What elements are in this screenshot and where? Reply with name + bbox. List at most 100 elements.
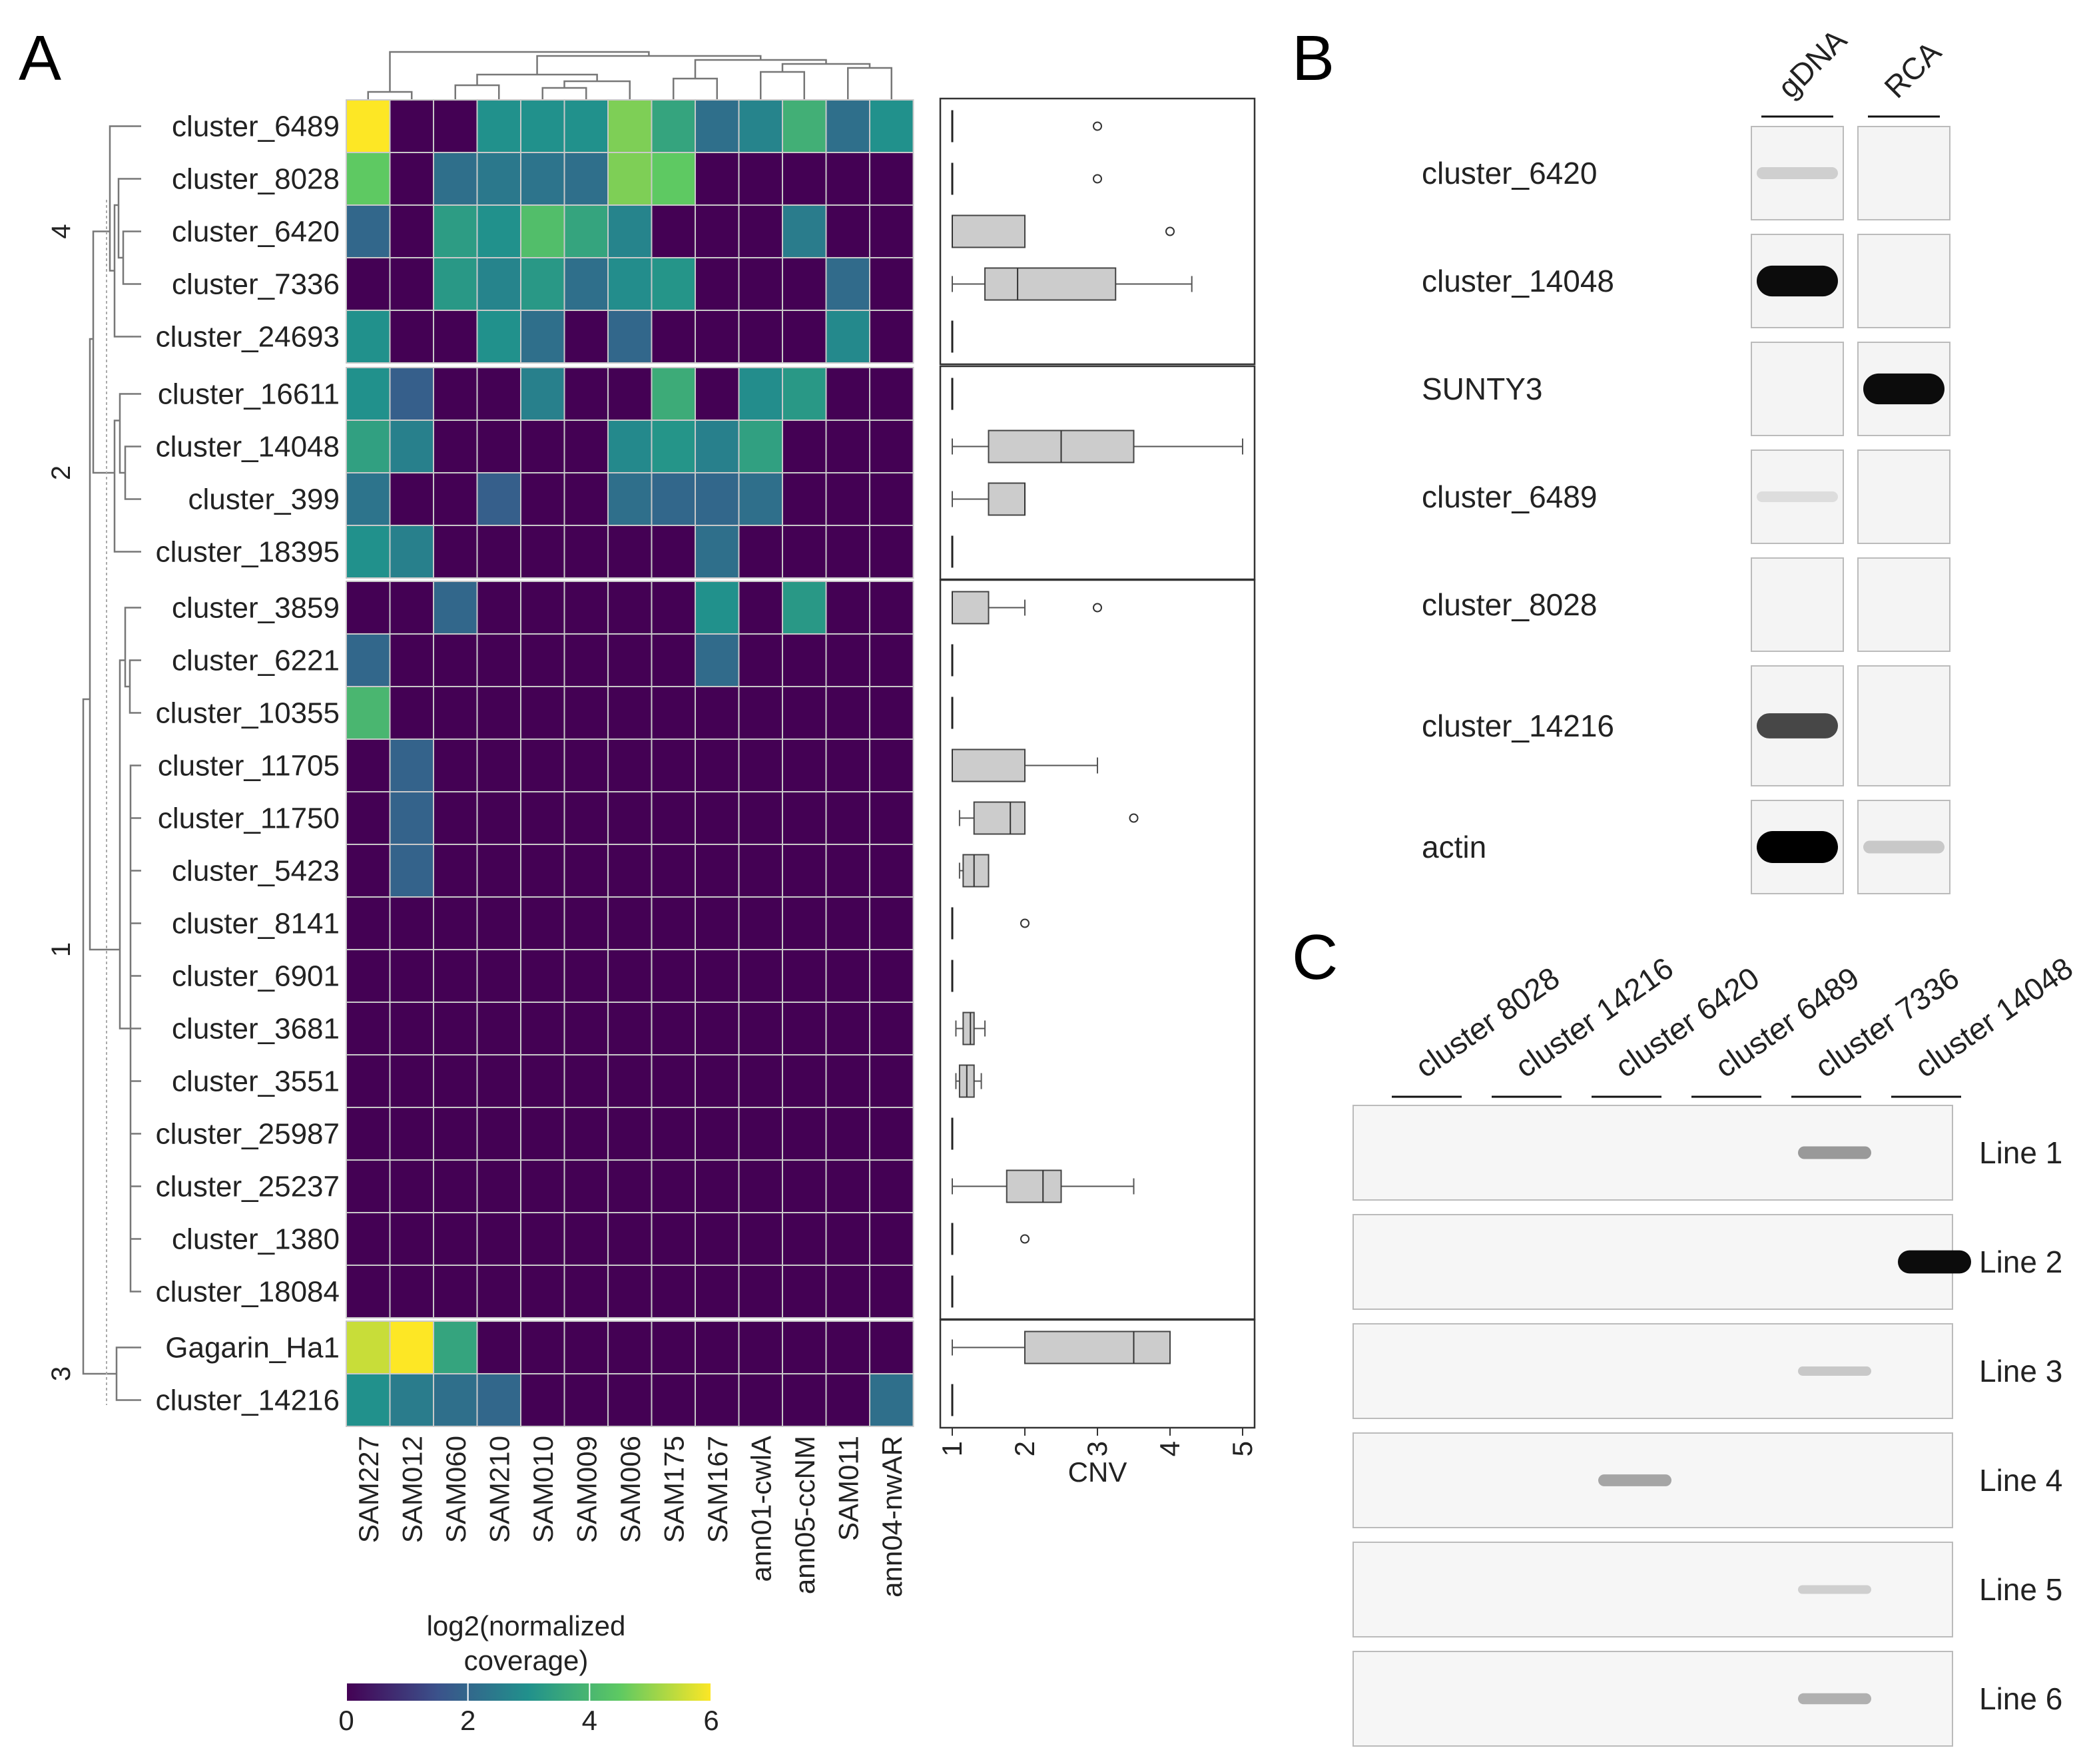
heatmap-cell <box>651 738 696 792</box>
heatmap-cell <box>695 1212 740 1266</box>
cnv-boxplot-frame <box>939 365 1256 581</box>
heatmap-cell <box>738 1159 783 1213</box>
heatmap-cell <box>563 949 609 1003</box>
cnv-tick-label: 2 <box>1009 1441 1040 1456</box>
heatmap-cell <box>389 844 434 898</box>
heatmap-cell <box>476 1265 521 1319</box>
cnv-box <box>1006 1169 1062 1203</box>
heatmap-cell <box>825 1159 870 1213</box>
dendrogram-branch <box>389 51 650 92</box>
heatmap-cell <box>651 791 696 845</box>
dendrogram-branch <box>760 71 805 100</box>
heatmap-cell <box>782 1265 827 1319</box>
heatmap-row-label: cluster_11705 <box>158 750 340 782</box>
dendrogram-branch <box>82 698 117 1375</box>
heatmap-cell <box>869 420 914 473</box>
heatmap-cell <box>433 257 478 311</box>
colorbar-tick-label: 0 <box>338 1705 354 1736</box>
heatmap-cell <box>346 1002 391 1055</box>
heatmap-cell <box>738 791 783 845</box>
dendrogram-branch <box>117 178 133 259</box>
heatmap-cell <box>520 367 565 421</box>
heatmap-cell <box>695 581 740 635</box>
heatmap-cell <box>433 472 478 526</box>
heatmap-cell <box>346 99 391 153</box>
heatmap-cell <box>476 686 521 740</box>
heatmap-cell <box>520 152 565 206</box>
heatmap-cell <box>607 257 653 311</box>
heatmap-cell <box>695 525 740 579</box>
heatmap-cell <box>346 1321 391 1374</box>
gel-c-band <box>1798 1585 1871 1594</box>
cluster-group-labels: 4 2 1 3 <box>47 224 76 1381</box>
heatmap-cell <box>738 1265 783 1319</box>
heatmap-cell <box>346 1107 391 1161</box>
heatmap-cell <box>520 204 565 258</box>
heatmap-cell <box>389 581 434 635</box>
gel-b-band <box>1757 265 1838 297</box>
heatmap-cell <box>563 420 609 473</box>
gel-b-lane-label: RCA <box>1877 34 1948 105</box>
cnv-box <box>973 801 1026 835</box>
heatmap-cell <box>738 1054 783 1108</box>
heatmap-cell <box>869 1212 914 1266</box>
heatmap-cell <box>433 1159 478 1213</box>
heatmap-cell <box>607 1321 653 1374</box>
gel-b-lane-image <box>1751 342 1844 436</box>
heatmap-cell <box>651 1212 696 1266</box>
heatmap-cell <box>738 738 783 792</box>
gel-b-lane-image <box>1857 126 1950 220</box>
heatmap-cell <box>782 257 827 311</box>
cnv-outlier <box>1093 121 1102 131</box>
heatmap-cell <box>346 791 391 845</box>
gel-b-lane-image <box>1857 234 1950 328</box>
heatmap-cell <box>389 152 434 206</box>
heatmap-column-label: SAM210 <box>483 1436 515 1543</box>
heatmap-column-labels: SAM227 SAM012 SAM060 SAM210 SAM010 SAM009 SAM0… <box>353 1436 908 1598</box>
heatmap-cell <box>738 686 783 740</box>
heatmap-cell <box>563 738 609 792</box>
dendrogram-branch <box>92 230 115 474</box>
dendrogram-branch <box>847 67 892 100</box>
heatmap-cell <box>563 1212 609 1266</box>
heatmap-cell <box>782 581 827 635</box>
heatmap-cell <box>695 844 740 898</box>
heatmap-cell <box>346 472 391 526</box>
heatmap-cell <box>607 1212 653 1266</box>
heatmap-cell <box>695 791 740 845</box>
heatmap-cell <box>782 310 827 364</box>
heatmap-cell <box>563 257 609 311</box>
heatmap-cell <box>346 738 391 792</box>
heatmap-cell <box>695 310 740 364</box>
cnv-outlier <box>1093 603 1102 613</box>
heatmap-cell <box>782 525 827 579</box>
heatmap-cell <box>476 1212 521 1266</box>
heatmap-cell <box>738 204 783 258</box>
cluster-group-label: 2 <box>47 465 76 480</box>
heatmap-cell <box>651 1321 696 1374</box>
heatmap-cell <box>695 1373 740 1427</box>
gel-c-rows: Line 1 Line 2 Line 3 Line 4 Line 5 Line 6 <box>1352 1105 2062 1747</box>
heatmap-cell <box>607 581 653 635</box>
colorbar-gradient <box>346 1683 711 1701</box>
heatmap-cell <box>738 420 783 473</box>
dendrogram-branch <box>115 1346 133 1401</box>
heatmap-cell <box>695 152 740 206</box>
heatmap-cell <box>738 949 783 1003</box>
heatmap-cell <box>433 633 478 687</box>
heatmap-cell <box>651 99 696 153</box>
dendrogram-branch <box>673 77 718 100</box>
heatmap-cell <box>738 1002 783 1055</box>
heatmap-row-label: cluster_16611 <box>158 378 340 411</box>
heatmap-cell <box>869 99 914 153</box>
heatmap-cell <box>869 257 914 311</box>
heatmap-cell <box>695 738 740 792</box>
heatmap-cell <box>738 472 783 526</box>
heatmap-cell <box>607 1159 653 1213</box>
heatmap-cell <box>651 257 696 311</box>
heatmap-cell <box>389 1212 434 1266</box>
heatmap-cell <box>869 1373 914 1427</box>
heatmap-cell <box>563 633 609 687</box>
heatmap-row-label: cluster_6901 <box>172 960 340 993</box>
